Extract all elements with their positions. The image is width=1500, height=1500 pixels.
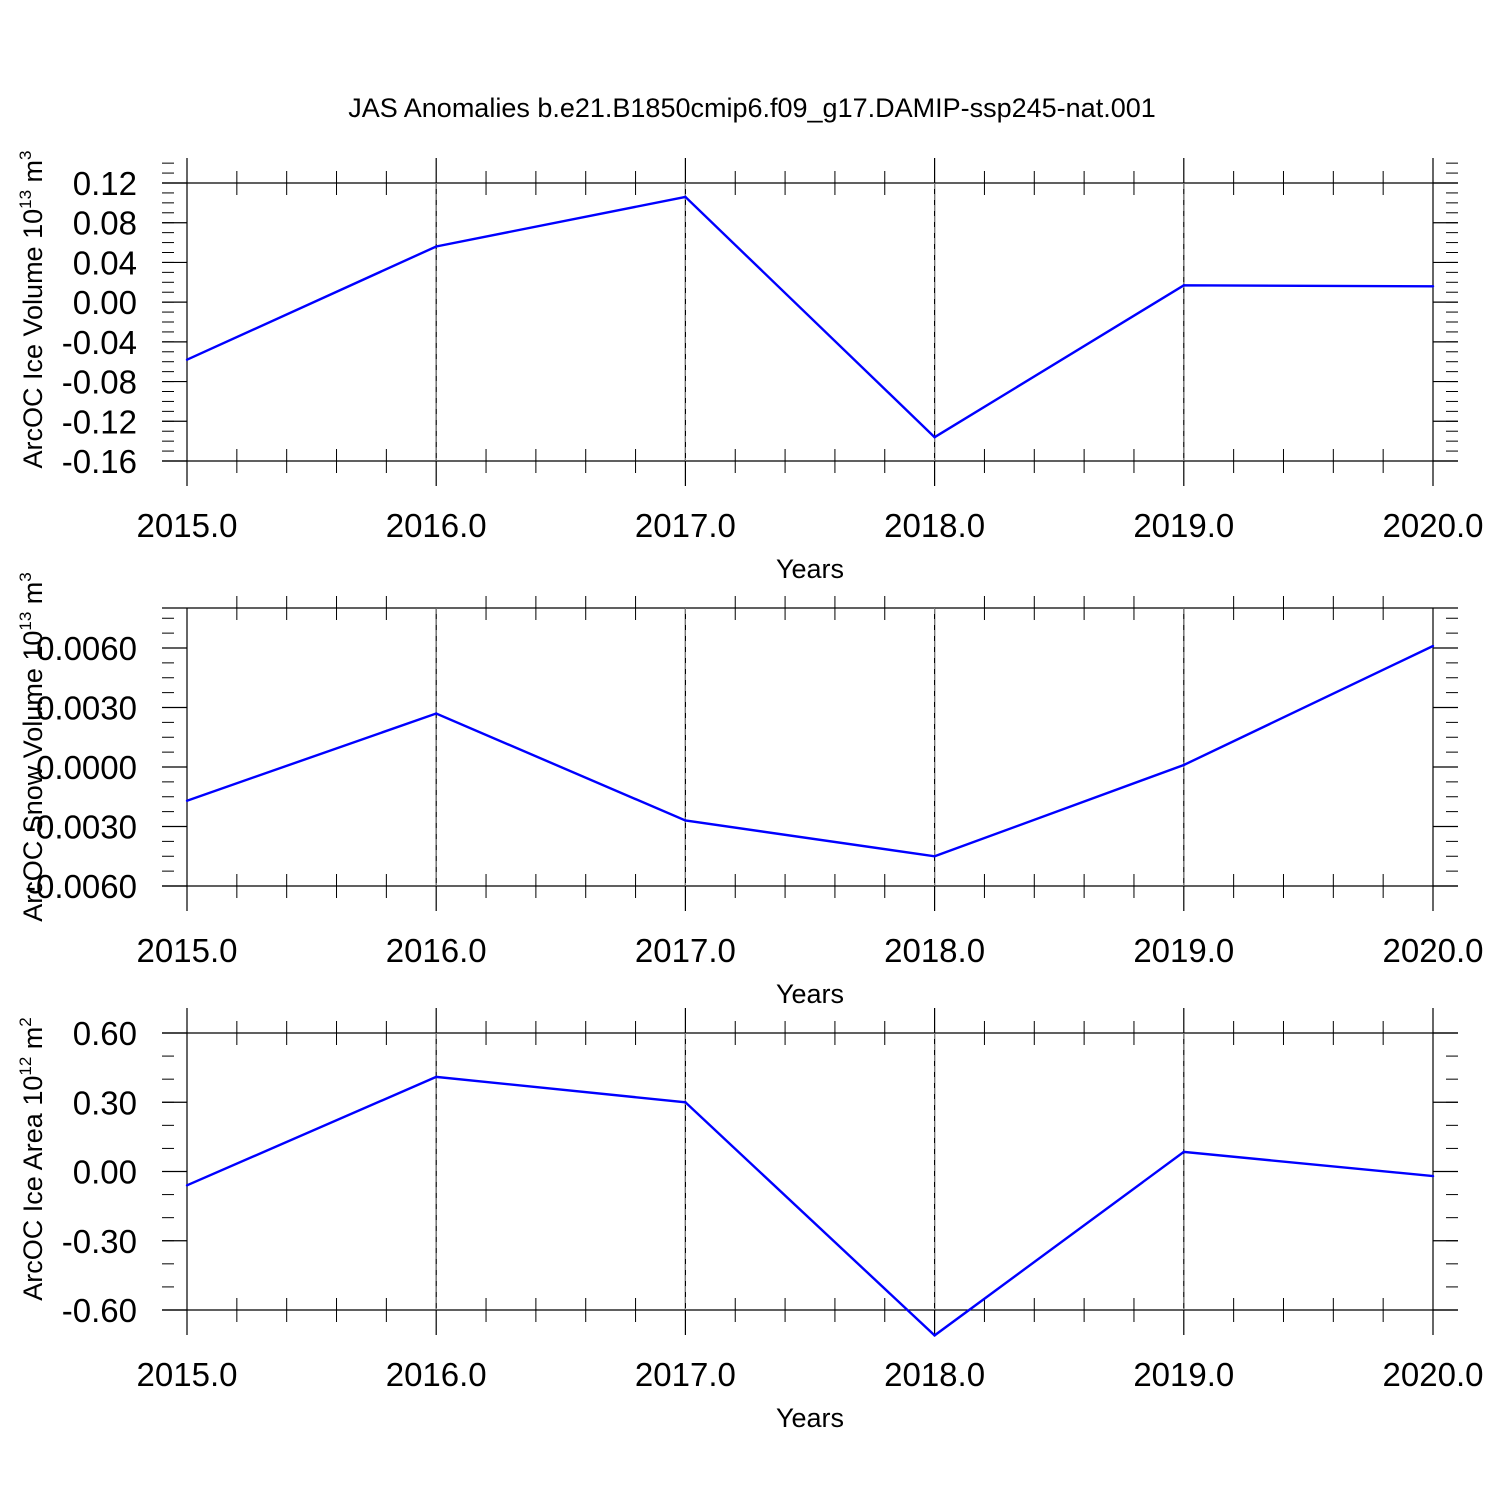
data-point <box>1431 644 1435 648</box>
data-point <box>435 1075 438 1079</box>
y-tick-label: 0.0060 <box>36 630 137 667</box>
data-point <box>933 1334 936 1337</box>
data-point <box>933 435 936 439</box>
x-axis-label: Years <box>776 979 844 1009</box>
y-tick-label: 0.30 <box>73 1084 137 1121</box>
x-tick-label: 2017.0 <box>635 1356 736 1393</box>
data-point <box>1182 763 1186 767</box>
x-tick-label: 2015.0 <box>137 1356 238 1393</box>
x-tick-label: 2019.0 <box>1133 507 1234 544</box>
x-tick-label: 2016.0 <box>386 507 487 544</box>
x-tick-label: 2019.0 <box>1133 932 1234 969</box>
x-axis-label: Years <box>776 1403 844 1433</box>
data-point <box>1182 1150 1186 1154</box>
y-tick-label: -0.60 <box>62 1292 137 1329</box>
x-tick-label: 2017.0 <box>635 507 736 544</box>
data-point <box>185 358 189 361</box>
y-tick-label: -0.08 <box>62 364 137 401</box>
data-point <box>185 799 189 802</box>
data-point <box>435 245 438 248</box>
x-tick-label: 2016.0 <box>386 932 487 969</box>
y-tick-label: -0.30 <box>62 1223 137 1260</box>
panel-1: 0.120.080.040.00-0.04-0.08-0.12-0.162015… <box>16 150 1483 584</box>
y-tick-label: 0.00 <box>73 284 137 321</box>
y-tick-label: 0.0030 <box>36 690 137 727</box>
x-tick-label: 2018.0 <box>884 507 985 544</box>
x-tick-label: 2015.0 <box>137 507 238 544</box>
y-tick-label: 0.12 <box>73 165 137 202</box>
x-tick-label: 2016.0 <box>386 1356 487 1393</box>
x-tick-label: 2015.0 <box>137 932 238 969</box>
y-axis-label: ArcOC Ice Area 1012 m2 <box>16 1017 48 1301</box>
series-line <box>186 195 1434 439</box>
x-tick-label: 2020.0 <box>1383 932 1484 969</box>
y-axis-label: ArcOC Ice Volume 1013 m3 <box>16 150 48 468</box>
y-tick-label: -0.12 <box>62 403 137 440</box>
y-tick-label: -0.0060 <box>25 868 137 905</box>
data-point <box>1431 1174 1435 1178</box>
series-line <box>186 644 1434 858</box>
y-tick-label: 0.04 <box>73 244 137 281</box>
y-tick-label: -0.0030 <box>25 809 137 846</box>
x-tick-label: 2020.0 <box>1383 1356 1484 1393</box>
y-tick-label: 0.08 <box>73 205 137 242</box>
data-point <box>1431 285 1435 288</box>
y-tick-label: 0.60 <box>73 1015 137 1052</box>
y-tick-label: 0.00 <box>73 1154 137 1191</box>
x-tick-label: 2020.0 <box>1383 507 1484 544</box>
data-point <box>933 855 936 858</box>
data-point <box>684 195 687 199</box>
x-tick-label: 2018.0 <box>884 932 985 969</box>
x-tick-label: 2018.0 <box>884 1356 985 1393</box>
y-axis-label: ArcOC Snow Volume 1013 m3 <box>16 572 48 922</box>
y-tick-label: 0.0000 <box>36 749 137 786</box>
data-point <box>684 1101 687 1104</box>
x-tick-label: 2019.0 <box>1133 1356 1234 1393</box>
figure-title: JAS Anomalies b.e21.B1850cmip6.f09_g17.D… <box>348 93 1156 123</box>
x-tick-label: 2017.0 <box>635 932 736 969</box>
data-point <box>1182 284 1186 287</box>
data-point <box>684 819 687 822</box>
series-line <box>186 1075 1434 1337</box>
data-point <box>185 1184 189 1187</box>
x-axis-label: Years <box>776 554 844 584</box>
y-tick-label: -0.04 <box>62 324 137 361</box>
y-tick-label: -0.16 <box>62 443 137 480</box>
data-point <box>435 712 438 715</box>
